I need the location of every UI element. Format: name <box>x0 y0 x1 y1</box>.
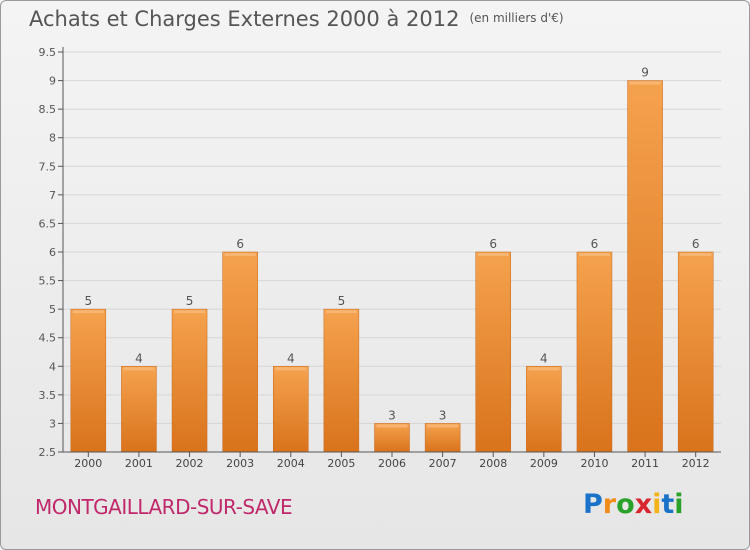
data-label: 5 <box>186 294 194 308</box>
bar-highlight <box>427 424 459 428</box>
logo-letter: t <box>661 489 675 520</box>
logo-letter: i <box>674 489 684 520</box>
x-tick-label: 2006 <box>378 457 406 470</box>
logo-letter: i <box>652 489 662 520</box>
chart-unit: (en milliers d'€) <box>469 11 564 25</box>
logo-letter: x <box>634 489 653 520</box>
x-tick-label: 2002 <box>176 457 204 470</box>
y-tick-label: 5 <box>49 303 56 316</box>
bar-highlight <box>275 367 307 371</box>
y-tick-label: 6 <box>49 246 56 259</box>
x-tick-label: 2008 <box>479 457 507 470</box>
y-tick-label: 9.5 <box>39 46 57 59</box>
y-tick-label: 6.5 <box>39 217 57 230</box>
bar <box>677 251 714 453</box>
grid-lines <box>63 51 721 453</box>
y-tick-label: 9 <box>49 75 56 88</box>
x-tick-label: 2000 <box>74 457 102 470</box>
x-tick-label: 2011 <box>631 457 659 470</box>
x-tick-label: 2004 <box>277 457 305 470</box>
axes <box>58 47 721 457</box>
data-label: 6 <box>236 237 244 251</box>
data-label: 4 <box>540 351 548 365</box>
proxiti-logo[interactable]: Proxiti <box>583 489 684 520</box>
bar-highlight <box>477 253 509 256</box>
bar-highlight <box>528 367 560 371</box>
bar <box>121 366 157 453</box>
bar <box>627 80 663 453</box>
bar <box>273 366 309 453</box>
chart-title-block: Achats et Charges Externes 2000 à 2012 (e… <box>29 7 564 31</box>
logo-letter: o <box>616 489 635 520</box>
x-tick-label: 2012 <box>682 457 710 470</box>
bar <box>576 251 613 453</box>
bar <box>374 423 410 453</box>
bar <box>70 308 107 453</box>
x-tick-label: 2009 <box>530 457 558 470</box>
y-tick-label: 8 <box>49 132 56 145</box>
y-tick-label: 3 <box>49 417 56 430</box>
x-tick-label: 2005 <box>327 457 355 470</box>
bar-highlight <box>325 310 357 314</box>
bar-highlight <box>123 367 155 371</box>
bars <box>70 80 714 453</box>
bar-highlight <box>376 424 408 428</box>
data-label: 6 <box>591 237 599 251</box>
y-tick-label: 4 <box>49 360 56 373</box>
data-label: 6 <box>489 237 497 251</box>
x-tick-label: 2010 <box>580 457 608 470</box>
bar-highlight <box>72 310 104 314</box>
y-tick-label: 7.5 <box>39 160 57 173</box>
y-tick-label: 8.5 <box>39 103 57 116</box>
x-tick-label: 2001 <box>125 457 153 470</box>
data-label: 4 <box>287 351 295 365</box>
data-label: 6 <box>692 237 700 251</box>
x-tick-label: 2003 <box>226 457 254 470</box>
x-tick-label: 2007 <box>429 457 457 470</box>
chart-title: Achats et Charges Externes 2000 à 2012 <box>29 7 460 31</box>
bar <box>424 423 461 453</box>
bar <box>222 251 258 453</box>
y-tick-label: 7 <box>49 189 56 202</box>
y-tick-label: 2.5 <box>39 446 57 459</box>
y-tick-label: 4.5 <box>39 332 57 345</box>
bar-highlight <box>224 253 256 256</box>
bar <box>526 366 562 453</box>
y-tick-label: 5.5 <box>39 275 57 288</box>
logo-letter: P <box>583 489 603 520</box>
data-label: 9 <box>641 66 649 80</box>
bar <box>171 308 208 453</box>
labels: 2.5 3 3.5 4 4.5 5 5.5 6 6.5 7 7.5 8 8.5 9 9.5 5 2000 4 200… <box>39 46 710 470</box>
bar <box>475 251 511 453</box>
data-label: 3 <box>388 408 396 422</box>
data-label: 5 <box>84 294 92 308</box>
data-label: 5 <box>338 294 346 308</box>
commune-name: MONTGAILLARD-SUR-SAVE <box>35 495 293 519</box>
bar-highlight <box>680 253 712 256</box>
data-label: 3 <box>439 408 447 422</box>
bar-highlight <box>578 253 610 256</box>
y-tick-label: 3.5 <box>39 389 57 402</box>
bar-highlight <box>629 81 661 85</box>
bar-highlight <box>174 310 206 314</box>
data-label: 4 <box>135 351 143 365</box>
logo-letter: r <box>602 489 617 520</box>
bar <box>323 308 360 453</box>
